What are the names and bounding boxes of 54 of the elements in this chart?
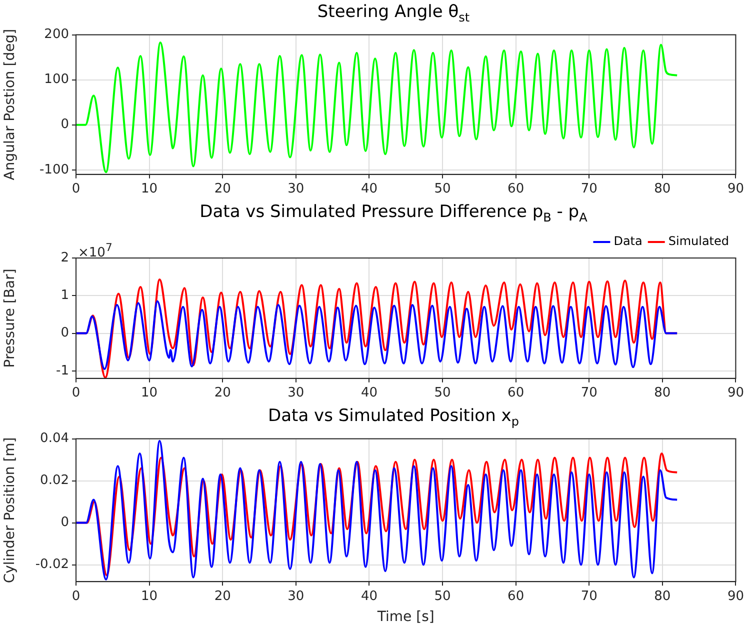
x-tick-label: 90 [727,182,744,197]
x-tick-label: 20 [214,182,231,197]
x-tick-label: 80 [654,182,671,197]
y-axis-title: Pressure [Bar] [2,268,18,368]
y-tick-label: -100 [39,162,69,178]
x-tick-label: 10 [141,182,158,197]
x-tick-label: 50 [434,182,451,197]
x-tick-label: 60 [508,182,524,197]
y-tick-label: -0.02 [35,557,69,572]
legend-label: Data [614,234,642,248]
x-tick-label: 30 [288,588,304,604]
x-tick-label: 50 [434,588,451,604]
x-tick-label: 30 [288,386,304,401]
y-tick-label: 0 [60,515,69,530]
x-tick-label: 90 [727,386,744,401]
x-tick-label: 20 [214,588,231,604]
y-tick-label: -1 [56,363,69,378]
x-tick-label: 10 [141,588,158,604]
y-tick-label: 0 [60,326,69,341]
x-axis-title: Time [s] [376,609,434,626]
x-tick-label: 60 [508,588,524,604]
line-series [76,41,678,174]
y-tick-label: 1 [60,288,69,303]
x-tick-label: 20 [214,386,231,401]
chart-title: Data vs Simulated Position x$_{p}$ [267,405,520,428]
x-tick-label: 30 [288,182,304,197]
x-tick-label: 70 [580,588,598,604]
y-tick-label: 0 [60,117,69,132]
x-tick-label: 0 [72,588,80,604]
x-tick-label: 70 [580,386,598,401]
x-tick-label: 0 [72,182,80,197]
y-tick-label: 0.02 [40,473,69,488]
x-tick-label: 0 [72,386,80,401]
x-tick-label: 90 [727,588,744,604]
y-tick-label: 2 [60,250,69,266]
chart-title: Data vs Simulated Pressure Difference p$_{B}$ - p$_{A}$ [198,201,588,224]
annotation: ×10$^{7}$ [78,241,112,260]
y-tick-label: 0.04 [40,431,69,446]
x-tick-label: 40 [360,588,378,604]
x-tick-label: 10 [141,386,158,401]
y-axis-title: Cylinder Position [m] [2,437,18,584]
y-tick-label: 200 [44,27,69,42]
x-tick-label: 80 [654,588,671,604]
x-tick-label: 70 [580,182,598,197]
legend-label: Simulated [668,234,729,248]
x-tick-label: 40 [360,386,378,401]
x-tick-label: 80 [654,386,671,401]
x-tick-label: 60 [508,386,524,401]
chart-title: Steering Angle θ$_{st}$ [316,1,471,24]
x-tick-label: 40 [360,182,378,197]
line-series [76,300,678,370]
y-axis-title: Angular Postion [deg] [2,28,18,180]
y-tick-label: 100 [44,72,69,88]
x-tick-label: 50 [434,386,451,401]
